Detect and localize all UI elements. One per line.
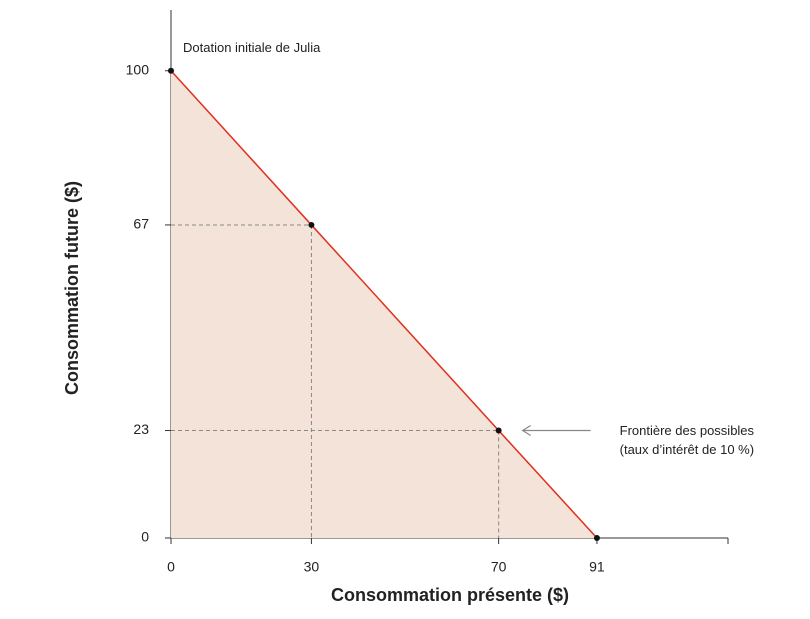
y-tick-label: 0 — [141, 529, 149, 545]
x-tick-label: 70 — [491, 559, 507, 575]
point — [308, 221, 315, 228]
annotation: Dotation initiale de Julia — [183, 40, 321, 55]
annotation-arrowhead — [521, 425, 531, 437]
area — [171, 70, 597, 539]
line — [170, 70, 598, 539]
point — [593, 535, 600, 541]
y-tick-label: 100 — [126, 61, 150, 77]
y-axis-title: Consommation future ($) — [62, 181, 82, 395]
x-tick-label: 0 — [167, 559, 175, 575]
x-axis-title: Consommation présente ($) — [331, 585, 569, 605]
annotation: (taux d’intérêt de 10 %) — [620, 442, 754, 457]
y-tick-label: 23 — [133, 421, 149, 437]
y-tick-label: 67 — [133, 216, 149, 232]
point — [168, 67, 174, 74]
x-tick-label: 30 — [304, 559, 320, 575]
annotation: Frontière des possibles — [620, 423, 755, 438]
point — [495, 427, 502, 434]
x-tick-label: 91 — [589, 559, 605, 575]
